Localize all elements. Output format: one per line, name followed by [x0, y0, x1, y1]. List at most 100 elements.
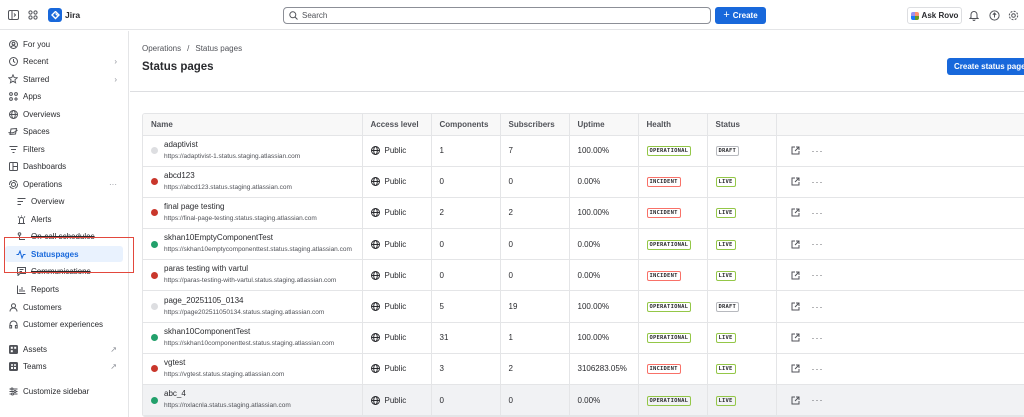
more-actions-icon[interactable]: ···	[811, 145, 824, 156]
search-input[interactable]	[302, 11, 692, 20]
status-page-url[interactable]: https://paras-testing-with-vartul.status…	[164, 277, 337, 285]
sidebar-item-operations[interactable]: Operations ···	[5, 176, 123, 192]
open-external-link-icon[interactable]	[791, 302, 800, 311]
more-actions-icon[interactable]: ···	[811, 301, 824, 312]
column-header-health[interactable]: Health	[638, 114, 708, 136]
jira-logo-icon[interactable]	[48, 8, 62, 22]
open-external-link-icon[interactable]	[791, 146, 800, 155]
status-page-name-cell[interactable]: adaptivist https://adaptivist-1.status.s…	[151, 140, 362, 162]
sidebar-item-starred[interactable]: Starred ›	[5, 71, 123, 87]
status-page-name-cell[interactable]: skhan10ComponentTest https://skhan10comp…	[151, 327, 362, 349]
sidebar-item-reports[interactable]: Reports	[5, 281, 123, 297]
open-external-link-icon[interactable]	[791, 271, 800, 280]
status-page-url[interactable]: https://abcd123.status.staging.atlassian…	[164, 183, 292, 191]
sidebar-toggle-icon[interactable]	[7, 9, 19, 21]
column-header-access-level[interactable]: Access level	[362, 114, 432, 136]
status-page-name-cell[interactable]: paras testing with vartul https://paras-…	[151, 264, 362, 286]
sidebar-item-filters[interactable]: Filters	[5, 141, 123, 157]
status-page-url[interactable]: https://nxlacnla.status.staging.atlassia…	[164, 402, 291, 410]
sidebar-item-recent[interactable]: Recent ›	[5, 54, 123, 70]
settings-gear-icon[interactable]	[1007, 9, 1019, 21]
status-page-name-cell[interactable]: final page testing https://final-page-te…	[151, 202, 362, 224]
table-row[interactable]: final page testing https://final-page-te…	[143, 197, 1024, 230]
more-actions-icon[interactable]: ···	[811, 363, 824, 374]
sidebar-item-apps[interactable]: Apps	[5, 89, 123, 105]
status-page-name-cell[interactable]: vgtest https://vgtest.status.staging.atl…	[151, 358, 362, 380]
sidebar-item-teams[interactable]: Teams ↗	[5, 359, 123, 375]
chevron-right-icon[interactable]: ›	[114, 57, 117, 66]
sidebar-item-customer-experiences[interactable]: Customer experiences	[5, 317, 123, 333]
status-page-url[interactable]: https://adaptivist-1.status.staging.atla…	[164, 152, 301, 160]
status-page-name[interactable]: page_20251105_0134	[164, 295, 244, 305]
table-row[interactable]: abc_4 https://nxlacnla.status.staging.at…	[143, 384, 1024, 417]
more-actions-icon[interactable]: ···	[811, 395, 824, 406]
notifications-bell-icon[interactable]	[968, 9, 980, 21]
sidebar-item-assets[interactable]: Assets ↗	[5, 341, 123, 357]
status-page-name-cell[interactable]: page_20251105_0134 https://page202511050…	[151, 296, 362, 318]
open-external-link-icon[interactable]	[791, 208, 800, 217]
column-header-name[interactable]: Name	[143, 114, 363, 136]
status-page-url[interactable]: https://skhan10componenttest.status.stag…	[164, 339, 335, 347]
table-row[interactable]: adaptivist https://adaptivist-1.status.s…	[143, 135, 1024, 167]
status-page-name[interactable]: adaptivist	[164, 139, 198, 149]
status-page-name-cell[interactable]: abcd123 https://abcd123.status.staging.a…	[151, 171, 362, 193]
status-page-name[interactable]: vgtest	[164, 357, 186, 367]
status-page-name[interactable]: abcd123	[164, 170, 195, 180]
column-header-subscribers[interactable]: Subscribers	[500, 114, 570, 136]
open-external-link-icon[interactable]	[791, 333, 800, 342]
more-actions-icon[interactable]: ···	[811, 332, 824, 343]
status-page-url[interactable]: https://page202511050134.status.staging.…	[164, 308, 325, 316]
table-row[interactable]: paras testing with vartul https://paras-…	[143, 259, 1024, 292]
sidebar-item-alerts[interactable]: Alerts	[5, 211, 123, 227]
table-row[interactable]: skhan10EmptyComponentTest https://skhan1…	[143, 228, 1024, 261]
status-page-url[interactable]: https://vgtest.status.staging.atlassian.…	[164, 370, 285, 378]
app-switcher-icon[interactable]	[27, 9, 39, 21]
open-external-link-icon[interactable]	[791, 364, 800, 373]
chevron-right-icon[interactable]: ›	[114, 74, 117, 84]
status-page-name[interactable]: final page testing	[164, 201, 225, 211]
column-header-status[interactable]: Status	[707, 114, 777, 136]
open-external-link-icon[interactable]	[791, 177, 800, 186]
sidebar-item-overview[interactable]: Overview	[5, 194, 123, 210]
table-row[interactable]: skhan10ComponentTest https://skhan10comp…	[143, 322, 1024, 354]
sidebar-item-for-you[interactable]: For you	[5, 36, 123, 52]
column-header-uptime[interactable]: Uptime	[569, 114, 639, 136]
status-page-url[interactable]: https://final-page-testing.status.stagin…	[164, 214, 317, 222]
status-page-name-cell[interactable]: abc_4 https://nxlacnla.status.staging.at…	[151, 389, 362, 411]
sidebar-item-dashboards[interactable]: Dashboards	[5, 159, 123, 175]
open-external-link-icon[interactable]	[791, 396, 800, 405]
create-button[interactable]: + Create	[715, 7, 766, 24]
ask-rovo-button[interactable]: Ask Rovo	[907, 7, 962, 24]
sidebar-item-customize-sidebar[interactable]: Customize sidebar	[5, 383, 123, 399]
create-status-page-button[interactable]: Create status page	[947, 58, 1024, 75]
sidebar-item-spaces[interactable]: Spaces	[5, 124, 123, 140]
search-box[interactable]	[283, 7, 711, 24]
status-page-name-cell[interactable]: skhan10EmptyComponentTest https://skhan1…	[151, 233, 362, 255]
app-name[interactable]: Jira	[65, 10, 81, 20]
table-row[interactable]: abcd123 https://abcd123.status.staging.a…	[143, 166, 1024, 198]
open-external-link-icon[interactable]	[791, 240, 800, 249]
sidebar-item-on-call-schedules[interactable]: On-call schedules	[5, 229, 123, 245]
status-page-name[interactable]: paras testing with vartul	[164, 264, 249, 274]
sidebar-item-customers[interactable]: Customers	[5, 299, 123, 315]
breadcrumb-status-pages[interactable]: Status pages	[195, 44, 243, 53]
column-header-components[interactable]: Components	[431, 114, 501, 136]
table-row[interactable]: page_20251105_0134 https://page202511050…	[143, 290, 1024, 323]
sidebar-item-communications[interactable]: Communications	[5, 264, 123, 280]
sidebar-item-overviews[interactable]: Overviews	[5, 106, 123, 122]
external-link-icon[interactable]: ↗	[110, 344, 117, 354]
more-actions-icon[interactable]: ···	[811, 176, 824, 187]
status-page-name[interactable]: abc_4	[164, 389, 186, 399]
more-actions-icon[interactable]: ···	[811, 270, 824, 281]
external-link-icon[interactable]: ↗	[110, 362, 117, 371]
status-page-name[interactable]: skhan10EmptyComponentTest	[164, 233, 273, 243]
status-page-name[interactable]: skhan10ComponentTest	[164, 326, 251, 336]
breadcrumb-operations[interactable]: Operations	[142, 44, 182, 53]
more-options-icon[interactable]: ···	[109, 179, 117, 189]
more-actions-icon[interactable]: ···	[811, 207, 824, 218]
status-page-url[interactable]: https://skhan10emptycomponenttest.status…	[164, 246, 352, 254]
table-row[interactable]: vgtest https://vgtest.status.staging.atl…	[143, 353, 1024, 386]
more-actions-icon[interactable]: ···	[811, 239, 824, 250]
help-icon[interactable]	[988, 9, 1000, 21]
sidebar-item-statuspages[interactable]: Statuspages	[5, 246, 123, 262]
